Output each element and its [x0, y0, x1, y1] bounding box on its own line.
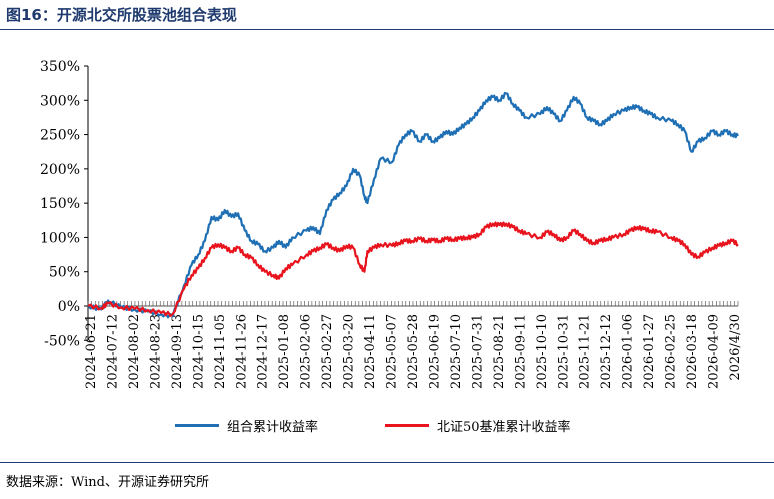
x-tick-label: 2025-08-21 [492, 314, 507, 389]
x-tick-label: 2025-04-11 [363, 314, 378, 389]
x-tick-label: 2025-02-27 [320, 314, 335, 389]
legend-swatch-portfolio [175, 424, 219, 427]
x-tick-label: 2025-05-28 [406, 314, 421, 389]
x-tick-label: 2024-09-13 [170, 314, 185, 389]
x-tick-label: 2024-08-23 [148, 314, 163, 389]
x-tick-label: 2025-06-19 [427, 314, 442, 389]
y-tick-label: 0% [58, 299, 80, 315]
legend-label-benchmark: 北证50基准累计收益率 [437, 420, 571, 435]
y-tick-label: 100% [40, 230, 80, 246]
x-tick-label: 2024-06-21 [84, 314, 99, 389]
y-tick-label: 200% [40, 162, 80, 178]
x-tick-label: 2026-04-09 [707, 314, 722, 389]
x-tick-label: 2024-11-26 [234, 314, 249, 389]
x-tick-label: 2025-01-08 [277, 314, 292, 389]
y-tick-label: 150% [40, 196, 80, 212]
x-tick-label: 2025-07-31 [470, 314, 485, 389]
y-axis: -50% 0% 50% 100% 150% 200% 250% 300% 350% [40, 59, 89, 349]
figure-title: 图16：开源北交所股票池组合表现 [6, 6, 237, 24]
x-tick-label: 2025-12-12 [599, 314, 614, 389]
x-tick-label: 2025-09-11 [513, 314, 528, 389]
x-tick-label: 2024-08-02 [127, 314, 142, 389]
y-tick-label: 250% [40, 128, 80, 144]
title-rule [0, 29, 774, 30]
x-tick-label: 2025-07-10 [449, 314, 464, 389]
x-tick-label: 2026-03-18 [685, 314, 700, 389]
legend-label-portfolio: 组合累计收益率 [227, 420, 319, 435]
y-tick-label: 50% [49, 265, 80, 281]
x-tick-label: 2026-02-25 [664, 314, 679, 389]
x-tick-label: 2025-03-20 [342, 314, 357, 389]
legend-swatch-benchmark [385, 424, 429, 427]
data-source: 数据来源：Wind、开源证券研究所 [6, 475, 209, 490]
x-tick-label: 2025-02-06 [299, 314, 314, 389]
source-rule [0, 462, 774, 463]
y-tick-label: 350% [40, 59, 80, 75]
series-line-benchmark [87, 221, 739, 317]
series-layer [87, 91, 739, 319]
x-tick-label: 2024-11-05 [213, 314, 228, 389]
y-tick-label: -50% [44, 333, 80, 349]
x-tick-label: 2024-07-12 [105, 314, 120, 389]
x-tick-label: 2026-01-27 [642, 314, 657, 389]
x-tick-label: 2026-01-06 [621, 314, 636, 389]
series-line-portfolio [87, 91, 739, 319]
y-tick-label: 300% [40, 93, 80, 109]
x-tick-label: 2025-10-10 [535, 314, 550, 389]
x-tick-label: 2025-11-21 [578, 314, 593, 389]
x-tick-label: 2025-05-07 [385, 314, 400, 389]
x-tick-label: 2026/4/30 [728, 314, 743, 381]
x-tick-label: 2024-10-15 [191, 314, 206, 389]
x-axis: 2024-06-21 2024-07-12 2024-08-02 2024-08-23… [84, 301, 743, 389]
x-tick-label: 2025-10-31 [556, 314, 571, 389]
x-tick-label: 2024-12-17 [256, 314, 271, 389]
